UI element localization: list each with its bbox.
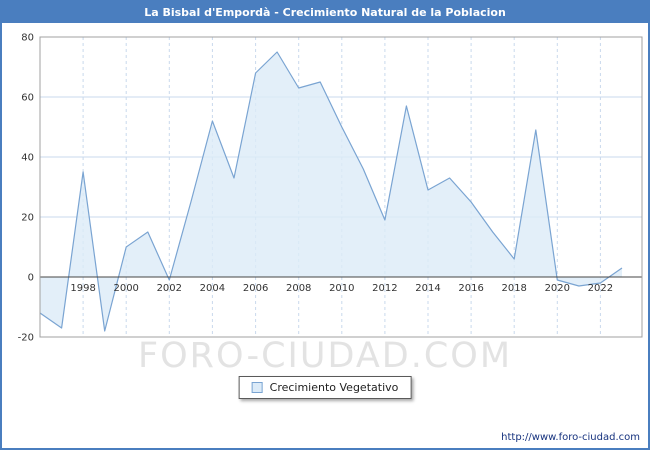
legend-swatch-icon [251,382,263,393]
svg-text:0: 0 [28,273,34,284]
svg-text:2016: 2016 [458,283,483,294]
svg-text:2002: 2002 [157,283,182,294]
svg-text:2000: 2000 [113,283,138,294]
svg-text:2004: 2004 [200,283,225,294]
svg-text:2008: 2008 [286,283,311,294]
plot-frame [39,36,643,338]
svg-text:2012: 2012 [372,283,397,294]
svg-text:2010: 2010 [329,283,354,294]
svg-text:20: 20 [21,213,34,224]
svg-text:40: 40 [21,153,34,164]
y-axis-tick-labels: -20 0 20 40 60 80 [18,33,34,344]
area-series [40,52,622,331]
line-series [39,51,623,332]
svg-text:60: 60 [21,93,34,104]
svg-text:2020: 2020 [545,283,570,294]
footer-url-link[interactable]: http://www.foro-ciudad.com [501,432,640,443]
svg-text:1998: 1998 [70,283,95,294]
page-title: La Bisbal d'Empordà - Crecimiento Natura… [144,6,506,19]
svg-text:-20: -20 [18,333,34,344]
legend: Crecimiento Vegetativo [238,376,412,399]
svg-text:2006: 2006 [243,283,268,294]
legend-label: Crecimiento Vegetativo [269,381,399,394]
svg-text:80: 80 [21,33,34,44]
svg-text:2014: 2014 [415,283,440,294]
svg-text:2018: 2018 [501,283,526,294]
chart-title-bar: La Bisbal d'Empordà - Crecimiento Natura… [2,2,648,23]
svg-text:2022: 2022 [588,283,613,294]
x-axis-tick-labels: 1998 2000 2002 2004 2006 2008 2010 2012 2014 2016… [70,283,613,294]
